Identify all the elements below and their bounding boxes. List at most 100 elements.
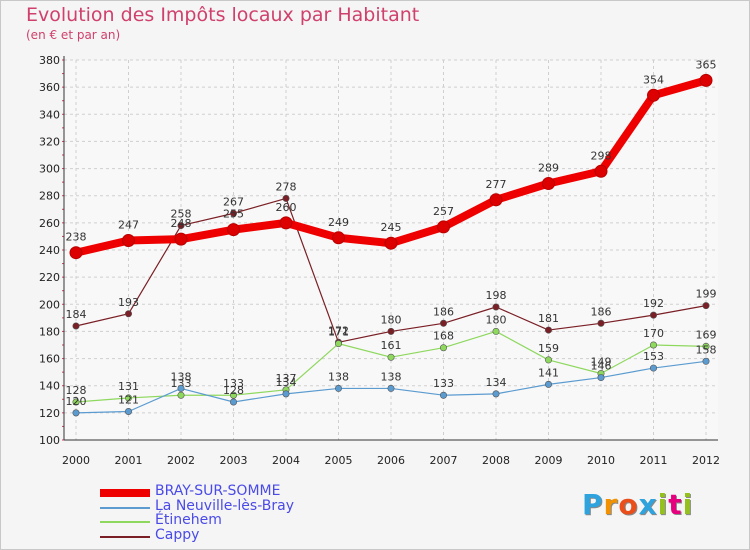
x-tick-label: 2004 — [272, 454, 300, 467]
data-label: 168 — [433, 330, 454, 343]
logo-letter: r — [603, 488, 619, 521]
data-label: 184 — [66, 308, 87, 321]
y-tick-label: 120 — [39, 407, 60, 420]
data-point — [177, 222, 185, 230]
data-label: 170 — [643, 327, 664, 340]
data-point — [699, 73, 713, 87]
data-point — [125, 394, 133, 402]
data-point — [72, 322, 80, 330]
legend-label: BRAY-SUR-SOMME — [155, 483, 281, 499]
y-tick-label: 180 — [39, 325, 60, 338]
data-label: 121 — [118, 394, 139, 407]
logo-letter: P — [582, 488, 604, 521]
data-point — [227, 223, 240, 237]
data-point — [230, 391, 238, 399]
x-tick-label: 2007 — [430, 454, 458, 467]
data-point — [702, 302, 710, 310]
data-point — [387, 384, 395, 392]
data-point — [544, 356, 552, 364]
data-point — [702, 342, 710, 350]
data-point — [544, 326, 552, 334]
data-point — [544, 380, 552, 388]
data-point — [594, 164, 608, 178]
data-label: 181 — [538, 312, 559, 325]
data-label: 120 — [66, 395, 87, 408]
data-point — [387, 353, 395, 361]
data-point — [177, 391, 185, 399]
y-tick-label: 260 — [39, 217, 60, 230]
data-label: 198 — [486, 289, 507, 302]
data-point — [387, 327, 395, 335]
y-tick-label: 200 — [39, 298, 60, 311]
legend-item: Cappy — [100, 526, 400, 545]
data-label: 172 — [328, 324, 349, 337]
data-point — [492, 390, 500, 398]
data-point — [492, 327, 500, 335]
data-label: 134 — [486, 376, 507, 389]
data-point — [702, 357, 710, 365]
data-label: 277 — [486, 178, 507, 191]
data-label: 255 — [223, 208, 244, 221]
data-point — [597, 319, 605, 327]
data-label: 260 — [276, 201, 297, 214]
data-point — [72, 398, 80, 406]
data-point — [122, 234, 135, 247]
data-label: 149 — [591, 356, 612, 369]
logo-letter: i — [657, 488, 669, 521]
y-tick-label: 380 — [39, 54, 60, 67]
data-label: 128 — [223, 384, 244, 397]
data-label: 267 — [223, 195, 244, 208]
data-point — [437, 220, 450, 234]
data-label: 186 — [433, 305, 454, 318]
x-tick-label: 2003 — [220, 454, 248, 467]
data-label: 354 — [643, 73, 664, 86]
data-label: 199 — [696, 288, 717, 301]
x-tick-label: 2012 — [692, 454, 720, 467]
legend-swatch — [100, 489, 150, 498]
data-label: 249 — [328, 216, 349, 229]
legend-label: La Neuville-lès-Bray — [155, 497, 294, 514]
x-tick-label: 2002 — [167, 454, 195, 467]
data-label: 192 — [643, 297, 664, 310]
data-point — [439, 344, 447, 352]
x-tick-label: 2005 — [325, 454, 353, 467]
data-label: 138 — [171, 370, 192, 383]
legend-item: BRAY-SUR-SOMME — [100, 483, 400, 501]
data-point — [282, 390, 290, 398]
data-point — [334, 340, 342, 348]
legend-item: La Neuville-lès-Bray — [100, 497, 400, 516]
data-point — [334, 384, 342, 392]
data-point — [647, 88, 660, 102]
y-tick-label: 100 — [39, 434, 60, 447]
data-label: 298 — [591, 149, 612, 162]
proxiti-logo: Proxiti — [582, 488, 693, 521]
data-label: 128 — [66, 384, 87, 397]
data-point — [542, 177, 555, 190]
data-point — [492, 303, 500, 311]
data-label: 161 — [381, 339, 402, 352]
data-label: 248 — [171, 217, 192, 230]
y-tick-label: 240 — [39, 244, 60, 257]
x-tick-label: 2006 — [377, 454, 405, 467]
legend-item: Étinehem — [100, 512, 400, 530]
data-point — [439, 319, 447, 327]
data-label: 159 — [538, 342, 559, 355]
data-label: 180 — [381, 313, 402, 326]
data-label: 133 — [171, 377, 192, 390]
data-point — [72, 409, 80, 417]
data-point — [174, 232, 188, 246]
data-point — [230, 209, 238, 217]
logo-letter: x — [638, 488, 658, 521]
legend-label: Cappy — [155, 526, 200, 543]
data-point — [69, 246, 83, 260]
y-tick-label: 340 — [39, 108, 60, 121]
data-label: 131 — [118, 380, 139, 393]
data-label: 180 — [486, 313, 507, 326]
data-point — [230, 398, 238, 406]
x-tick-label: 2000 — [62, 454, 90, 467]
logo-letter: o — [618, 488, 639, 521]
data-point — [489, 193, 503, 207]
data-point — [279, 216, 293, 230]
chart-legend: BRAY-SUR-SOMME La Neuville-lès-Bray Étineh… — [100, 483, 400, 545]
